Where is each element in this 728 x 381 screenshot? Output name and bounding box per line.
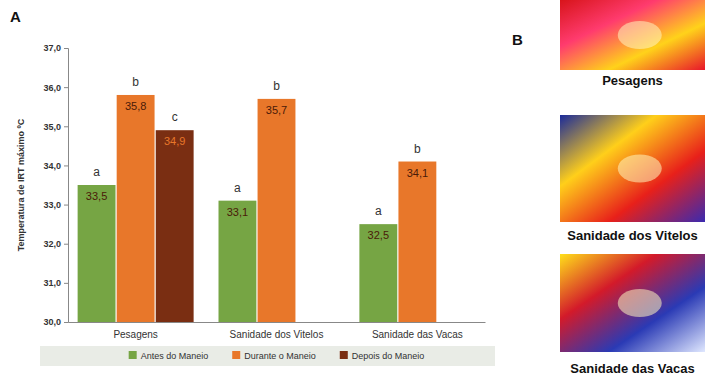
y-tick-mark bbox=[64, 283, 68, 284]
x-tick-label: Sanidade das Vacas bbox=[372, 329, 463, 340]
y-tick: 32,0 bbox=[43, 239, 68, 249]
y-tick-mark bbox=[64, 322, 68, 323]
legend-swatch bbox=[232, 351, 240, 359]
data-label: 34,9 bbox=[164, 135, 185, 147]
legend-label: Durante o Maneio bbox=[244, 351, 316, 361]
thermal-spot bbox=[618, 289, 662, 317]
y-tick: 35,0 bbox=[43, 122, 68, 132]
data-label: 35,7 bbox=[266, 104, 287, 116]
x-tick-label: Sanidade dos Vitelos bbox=[230, 329, 324, 340]
bar bbox=[359, 224, 397, 322]
y-tick-label: 33,0 bbox=[43, 200, 61, 210]
y-tick: 33,0 bbox=[43, 200, 68, 210]
legend-item: Antes do Maneio bbox=[129, 351, 209, 361]
panel-letter: A bbox=[10, 8, 21, 25]
legend-item: Depois do Maneio bbox=[340, 351, 425, 361]
data-label: 35,8 bbox=[125, 100, 146, 112]
x-tick: Sanidade dos Vitelos bbox=[230, 329, 324, 340]
y-axis: 30,0 31,0 32,0 33,0 34,0 35,0 36,0 37,0 bbox=[43, 43, 68, 327]
y-tick-mark bbox=[64, 87, 68, 88]
bar bbox=[258, 99, 296, 322]
significance-letter: a bbox=[375, 204, 382, 218]
y-tick: 31,0 bbox=[43, 278, 68, 288]
legend-swatch bbox=[340, 351, 348, 359]
image-caption: Sanidade dos Vitelos bbox=[567, 228, 698, 243]
panel-letter: B bbox=[512, 31, 523, 48]
thermal-image bbox=[560, 115, 705, 222]
y-tick-label: 30,0 bbox=[43, 317, 61, 327]
data-label: 33,1 bbox=[227, 206, 248, 218]
x-tick-label: Pesagens bbox=[113, 329, 157, 340]
x-tick: Sanidade das Vacas bbox=[372, 329, 463, 340]
legend-swatch bbox=[129, 351, 137, 359]
y-tick: 30,0 bbox=[43, 317, 68, 327]
data-label: 32,5 bbox=[368, 229, 389, 241]
significance-letter: a bbox=[234, 181, 241, 195]
x-axis: Pesagens Sanidade dos Vitelos Sanidade das… bbox=[69, 323, 486, 341]
legend-box bbox=[40, 346, 495, 366]
figure: A 30,0 31,0 32,0 33,0 34,0 35,0 36,0 37,0 Tempera… bbox=[0, 0, 728, 381]
y-tick-mark bbox=[64, 205, 68, 206]
y-tick-mark bbox=[64, 165, 68, 166]
y-axis-title: Temperatura de IRT máximo ºC bbox=[16, 118, 26, 251]
y-tick-label: 36,0 bbox=[43, 83, 61, 93]
y-tick-label: 37,0 bbox=[43, 43, 61, 53]
y-tick: 36,0 bbox=[43, 83, 68, 93]
legend-label: Antes do Maneio bbox=[141, 351, 209, 361]
data-label: 33,5 bbox=[86, 190, 107, 202]
bar bbox=[156, 130, 194, 322]
thermal-image bbox=[560, 0, 705, 70]
y-tick-label: 31,0 bbox=[43, 278, 61, 288]
significance-letter: c bbox=[172, 110, 178, 124]
bars bbox=[78, 95, 437, 322]
bar-texts: 33,5 a 33,1 a 32,5 a 35,8 b 35,7 b 34,1 b 34,9 c bbox=[86, 75, 428, 241]
significance-letter: b bbox=[273, 79, 280, 93]
significance-letter: a bbox=[93, 165, 100, 179]
thermal-spot bbox=[618, 21, 662, 49]
significance-letter: b bbox=[414, 142, 421, 156]
x-tick: Pesagens bbox=[113, 329, 157, 340]
thermal-image bbox=[560, 254, 705, 352]
x-axis-line bbox=[69, 322, 486, 323]
data-label: 34,1 bbox=[407, 167, 428, 179]
legend: Antes do Maneio Durante o Maneio Depois do… bbox=[40, 346, 495, 366]
y-tick: 34,0 bbox=[43, 161, 68, 171]
legend-label: Depois do Maneio bbox=[352, 351, 425, 361]
bar bbox=[117, 95, 155, 322]
y-axis-line bbox=[64, 49, 69, 323]
significance-letter: b bbox=[132, 75, 139, 89]
image-caption: Sanidade das Vacas bbox=[570, 361, 694, 376]
bar bbox=[78, 185, 116, 322]
y-tick-label: 35,0 bbox=[43, 122, 61, 132]
legend-item: Durante o Maneio bbox=[232, 351, 316, 361]
y-tick-mark bbox=[64, 126, 68, 127]
bar bbox=[398, 162, 436, 322]
y-tick-mark bbox=[64, 48, 68, 49]
y-tick-label: 34,0 bbox=[43, 161, 61, 171]
bar bbox=[219, 201, 257, 322]
y-tick-mark bbox=[64, 244, 68, 245]
image-caption: Pesagens bbox=[602, 73, 663, 88]
y-tick: 37,0 bbox=[43, 43, 68, 53]
y-tick-label: 32,0 bbox=[43, 239, 61, 249]
thermal-spot bbox=[618, 155, 662, 183]
